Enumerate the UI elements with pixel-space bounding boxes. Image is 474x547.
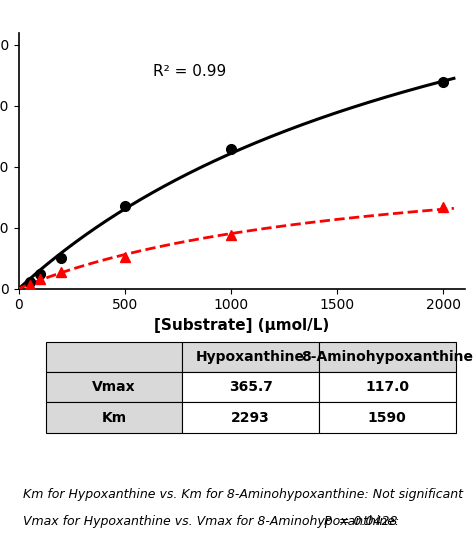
8-Aminohypoxanthine to 8-Aminoxanthine [228,232,234,238]
Hypoxanthine  to Xanthine + Uric Acid [122,202,128,209]
8-Aminohypoxanthine to 8-Aminoxanthine [440,203,446,210]
Hypoxanthine  to Xanthine + Uric Acid [37,271,43,277]
8-Aminohypoxanthine to 8-Aminoxanthine [122,254,128,260]
8-Aminohypoxanthine to 8-Aminoxanthine [27,282,32,288]
8-Aminohypoxanthine to 8-Aminoxanthine [37,276,43,282]
Text: P: P [324,515,331,528]
X-axis label: [Substrate] (μmol/L): [Substrate] (μmol/L) [154,318,329,333]
Line: Hypoxanthine  to Xanthine + Uric Acid: Hypoxanthine to Xanthine + Uric Acid [25,77,448,287]
8-Aminohypoxanthine to 8-Aminoxanthine [59,268,64,275]
Hypoxanthine  to Xanthine + Uric Acid [228,145,234,152]
Hypoxanthine  to Xanthine + Uric Acid [440,78,446,85]
Hypoxanthine  to Xanthine + Uric Acid [59,255,64,261]
Text: = 0.0428: = 0.0428 [335,515,398,528]
Hypoxanthine  to Xanthine + Uric Acid [27,279,32,286]
Text: Vmax for Hypoxanthine vs. Vmax for 8-Aminohypoxanthine:: Vmax for Hypoxanthine vs. Vmax for 8-Ami… [23,515,404,528]
Text: Km for Hypoxanthine vs. Km for 8-Aminohypoxanthine: Not significant: Km for Hypoxanthine vs. Km for 8-Aminohy… [23,488,464,502]
Text: R² = 0.99: R² = 0.99 [153,63,226,79]
Line: 8-Aminohypoxanthine to 8-Aminoxanthine: 8-Aminohypoxanthine to 8-Aminoxanthine [25,202,448,290]
